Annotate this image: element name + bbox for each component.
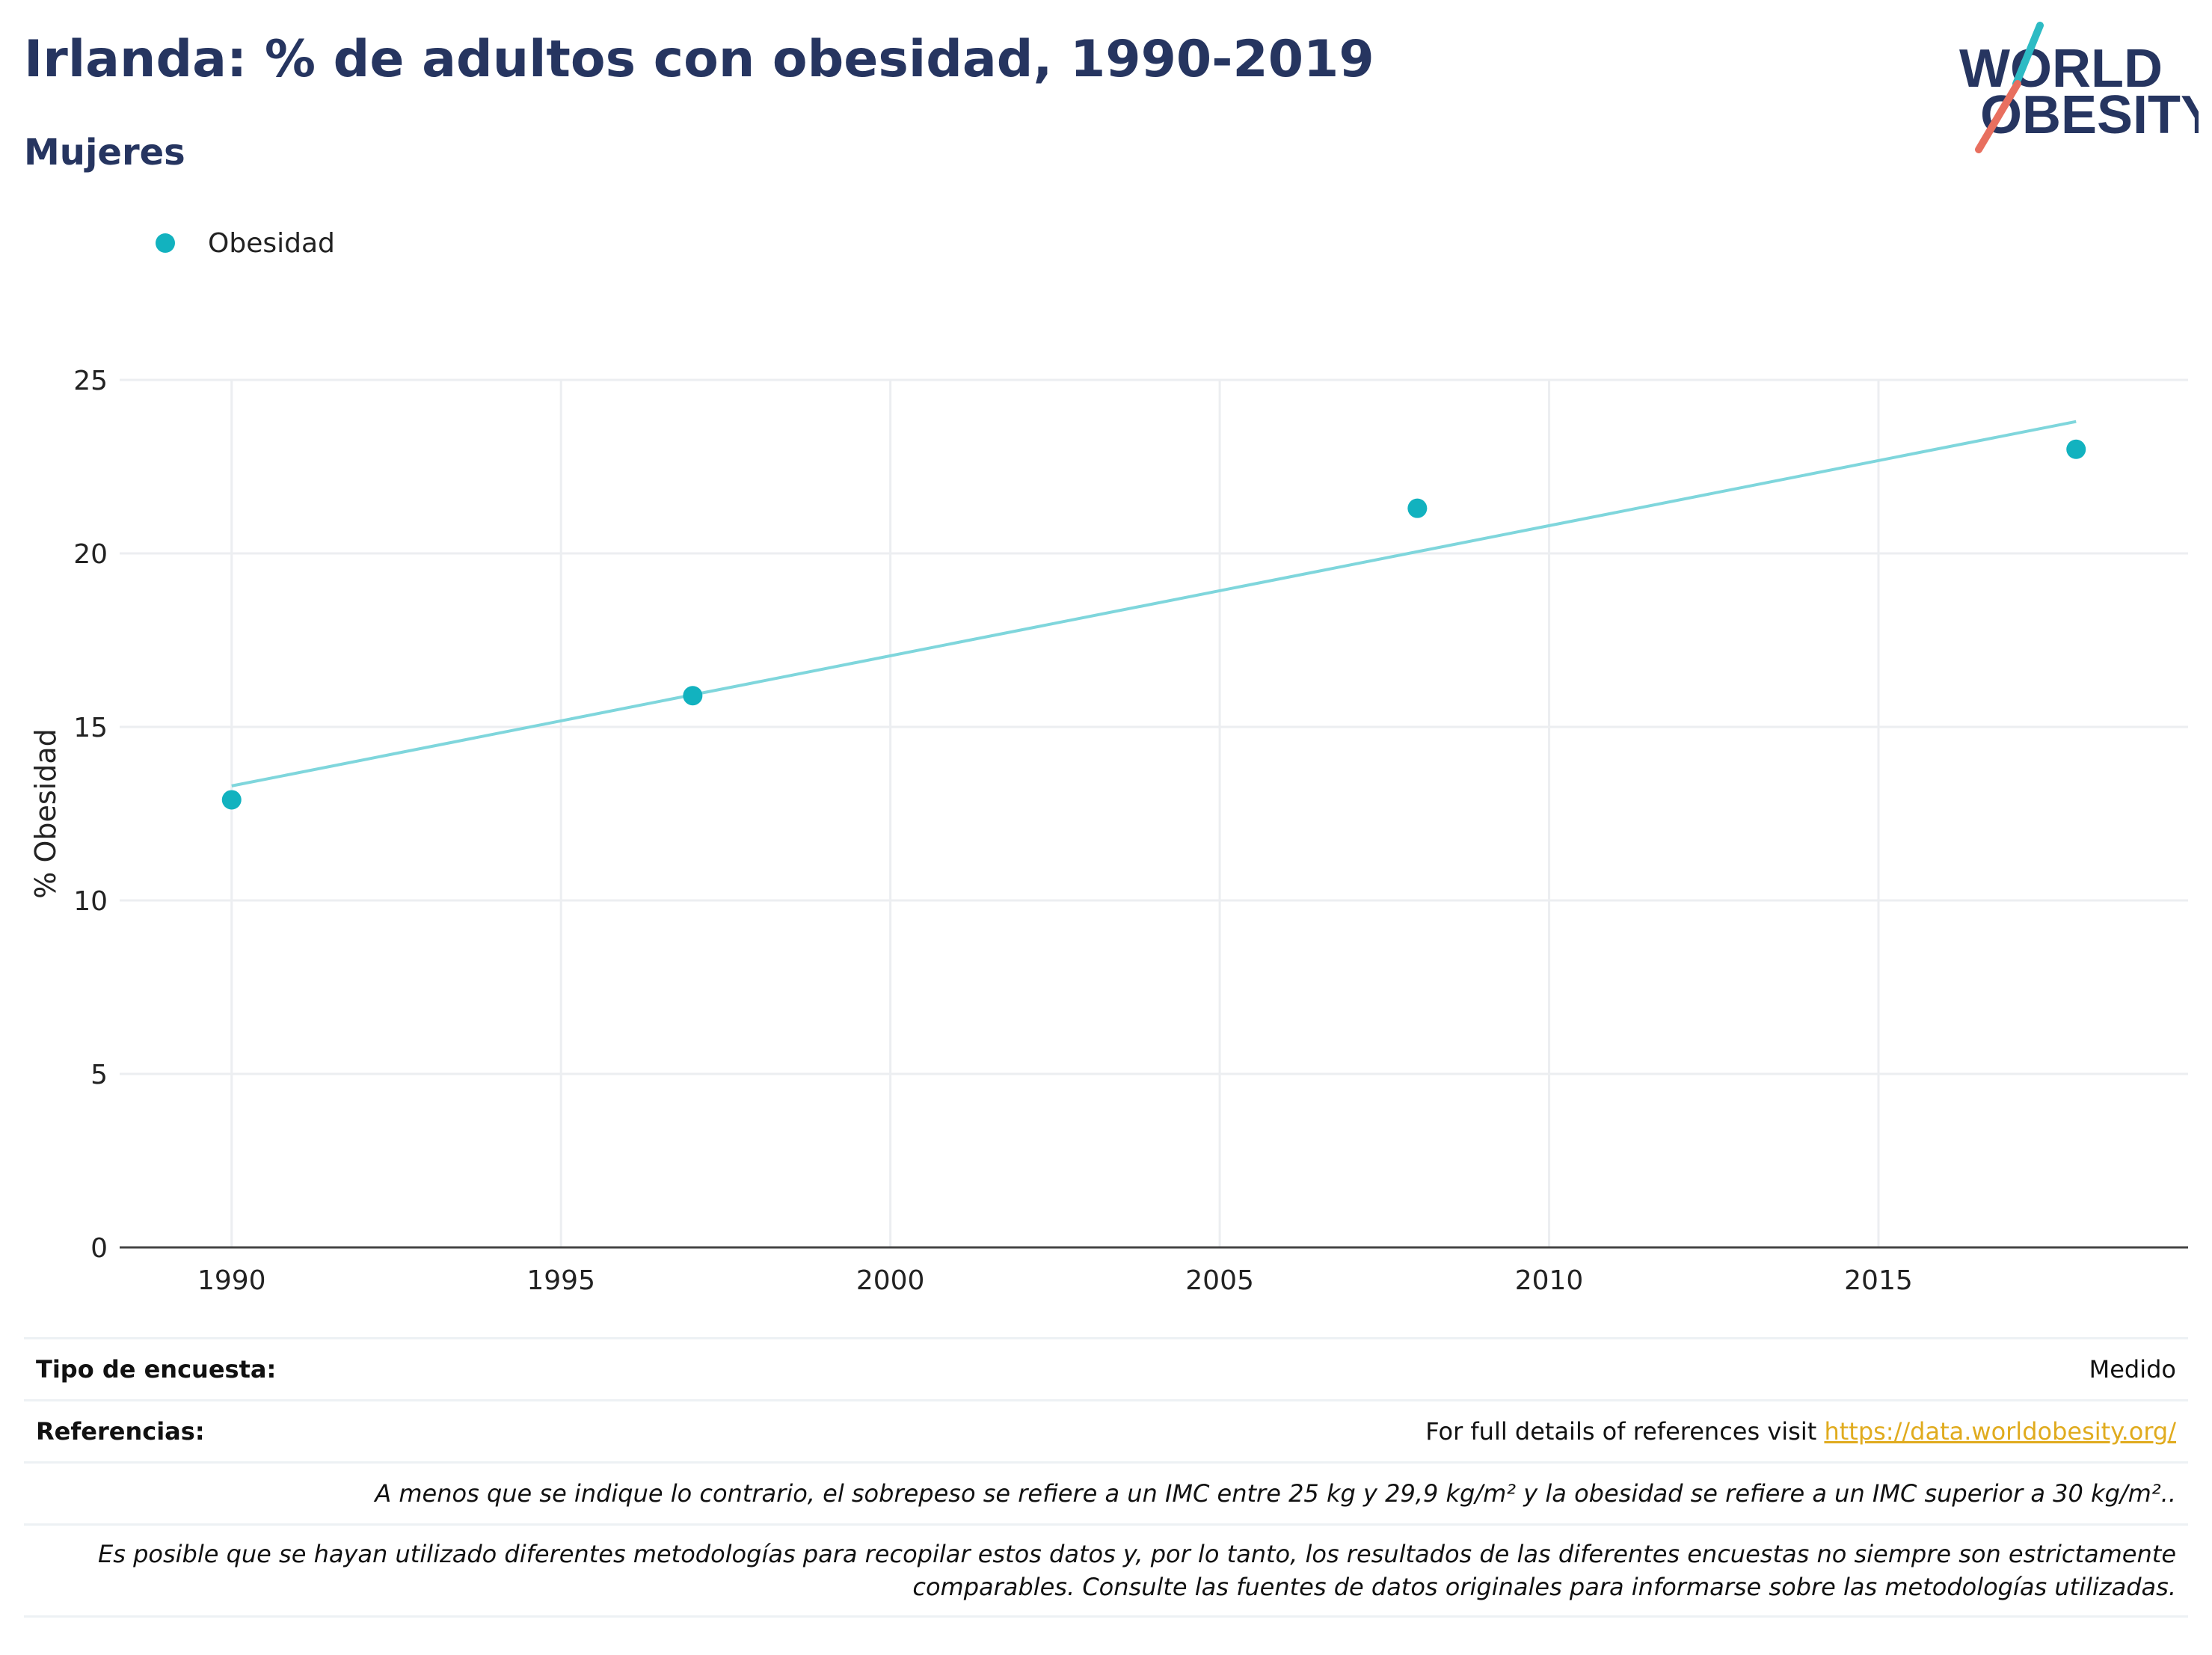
trend-line [231,420,2077,787]
references-label: Referencias: [36,1417,205,1446]
y-axis-label: % Obesidad [29,728,62,898]
references-row: Referencias: For full details of referen… [24,1399,2188,1461]
references-value: For full details of references visit htt… [1425,1417,2176,1446]
data-point [2066,439,2086,459]
y-tick-label: 20 [73,539,108,570]
methodology-note-row: Es posible que se hayan utilizado difere… [24,1523,2188,1618]
references-link[interactable]: https://data.worldobesity.org/ [1824,1417,2176,1446]
survey-type-label: Tipo de encuesta: [36,1355,277,1384]
survey-type-value: Medido [2089,1355,2176,1384]
legend-marker [156,233,175,253]
logo-slash-teal [2012,22,2044,87]
definition-note-row: A menos que se indique lo contrario, el … [24,1461,2188,1523]
data-point [1407,498,1428,518]
y-tick-label: 0 [90,1233,108,1264]
y-tick-label: 15 [73,713,108,743]
x-tick-label: 1990 [197,1265,266,1296]
methodology-note: Es posible que se hayan utilizado difere… [98,1540,2176,1601]
y-tick-label: 10 [73,886,108,917]
data-point [221,790,242,810]
legend-label: Obesidad [208,227,335,259]
logo-word-world: WORLD [1959,39,2163,99]
y-tick-label: 25 [73,366,108,396]
references-text: For full details of references visit [1425,1417,1825,1446]
logo-slash-coral [1975,80,2021,153]
chart-legend: Obesidad [156,224,335,262]
x-tick-label: 2000 [856,1265,925,1296]
y-tick-label: 5 [90,1060,108,1090]
chart-plot: 0 5 10 15 20 25 1990 1995 2000 2005 2010 2015 % Obes… [29,366,2188,1296]
definition-note: A menos que se indique lo contrario, el … [375,1479,2176,1508]
data-point [683,686,703,706]
x-tick-label: 2015 [1844,1265,1913,1296]
logo-word-obesity: OBESITY [1980,85,2199,145]
world-obesity-logo: WORLD OBESITY [1959,22,2199,153]
chart-title: Irlanda: % de adultos con obesidad, 1990… [24,30,1374,89]
chart-subtitle: Mujeres [24,132,185,174]
survey-type-row: Tipo de encuesta: Medido [24,1337,2188,1399]
x-tick-label: 2005 [1185,1265,1254,1296]
x-tick-label: 2010 [1515,1265,1584,1296]
x-tick-label: 1995 [526,1265,595,1296]
footer-table: Tipo de encuesta: Medido Referencias: Fo… [24,1337,2188,1618]
